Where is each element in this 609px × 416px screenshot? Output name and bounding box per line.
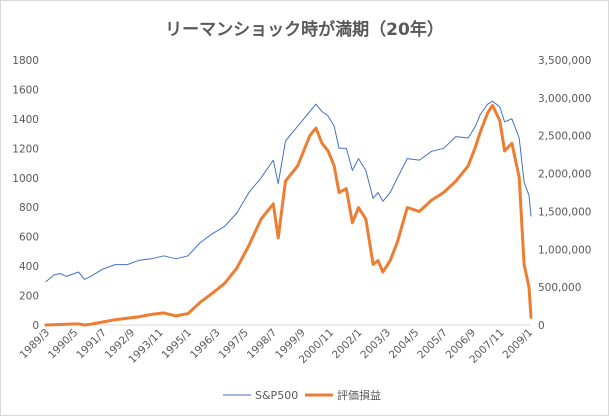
series-line-profit <box>44 103 533 327</box>
y-right-tick-label: 2,500,000 <box>538 131 591 143</box>
x-tick-label: 1997/5 <box>216 327 251 362</box>
x-tick-label: 2002/1 <box>330 327 365 362</box>
x-tick-label: 1995/1 <box>160 327 195 362</box>
y-left-tick-label: 400 <box>19 261 39 273</box>
x-tick-label: 1990/5 <box>46 327 81 362</box>
y-left-tick-label: 1000 <box>12 173 39 185</box>
y-right-tick-label: 3,500,000 <box>538 55 591 67</box>
y-right-tick-label: 1,000,000 <box>538 244 591 256</box>
y-right-tick-label: 3,000,000 <box>538 93 591 105</box>
y-right-tick-label: 1,500,000 <box>538 206 591 218</box>
y-left-tick-label: 1200 <box>12 143 39 155</box>
y-right-tick-label: 2,000,000 <box>538 169 591 181</box>
legend-label-profit: 評価損益 <box>337 388 381 402</box>
y-left-tick-label: 1400 <box>12 114 39 126</box>
y-right-tick-label: 0 <box>538 320 545 332</box>
y-left-tick-label: 0 <box>32 320 39 332</box>
legend-label-sp500: S&P500 <box>255 389 298 402</box>
y-left-tick-label: 1600 <box>12 84 39 96</box>
y-left-tick-label: 600 <box>19 232 39 244</box>
series-line-sp500 <box>45 100 532 283</box>
y-right-tick-label: 500,000 <box>538 282 581 294</box>
x-tick-label: 1998/7 <box>245 327 280 362</box>
x-tick-label: 1991/7 <box>74 327 109 362</box>
y-left-tick-label: 800 <box>19 202 39 214</box>
x-tick-label: 1996/3 <box>188 327 223 362</box>
chart-title: リーマンショック時が満期（20年） <box>165 20 444 40</box>
x-tick-label: 2009/1 <box>500 327 535 362</box>
x-tick-label: 2003/3 <box>358 327 393 362</box>
x-tick-label: 2005/7 <box>415 327 450 362</box>
y-left-tick-label: 1800 <box>12 55 39 67</box>
x-tick-label: 2004/5 <box>387 327 422 362</box>
y-left-tick-label: 200 <box>19 291 39 303</box>
